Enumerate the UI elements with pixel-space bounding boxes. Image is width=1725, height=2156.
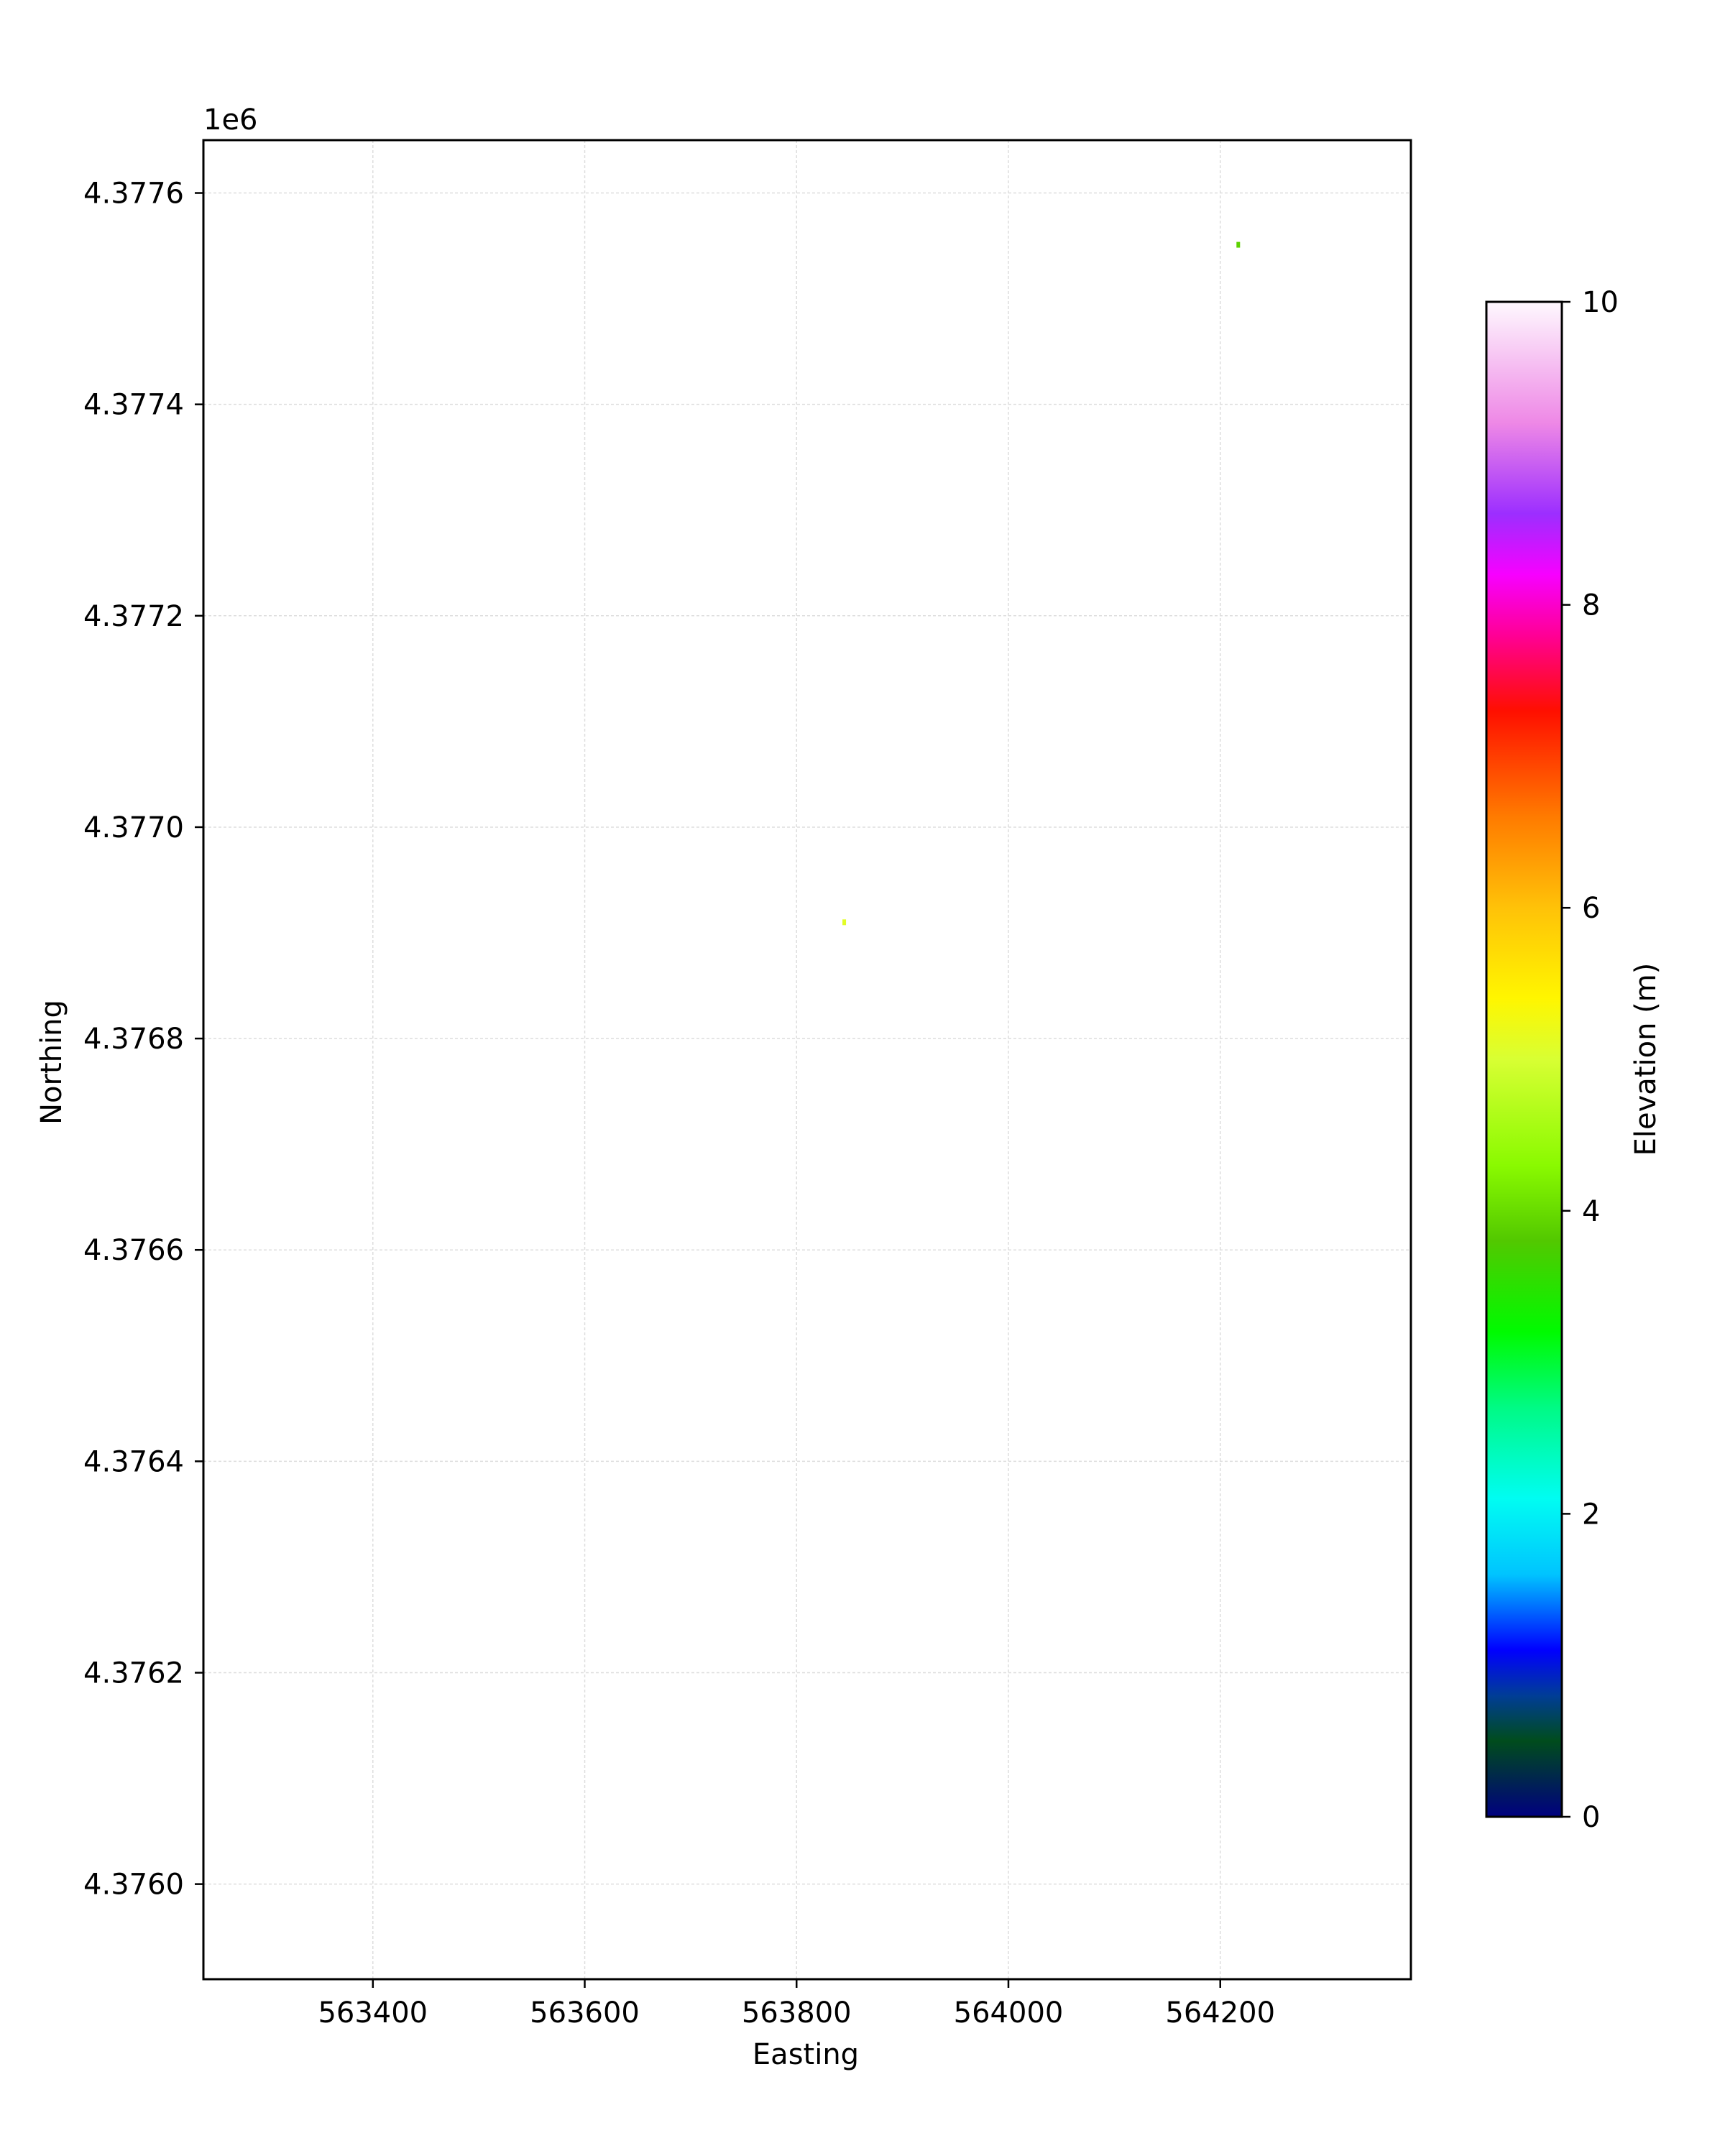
x-tick-label: 563800 [742, 1996, 852, 2030]
y-tick-label: 4.3762 [83, 1657, 184, 1690]
colorbar-tick-label: 8 [1582, 589, 1600, 622]
y-axis-label: Northing [35, 1000, 68, 1125]
colorbar-tick-label: 4 [1582, 1195, 1600, 1228]
y-tick-label: 4.3770 [83, 811, 184, 844]
colorbar-tick-label: 2 [1582, 1498, 1600, 1531]
y-tick-label: 4.3760 [83, 1869, 184, 1902]
x-tick-label: 564000 [954, 1996, 1064, 2030]
y-tick-label: 4.3772 [83, 600, 184, 633]
x-axis-ticks: 563400 563600 563800 564000 564200 [318, 1979, 1275, 2030]
colorbar-ticks: 0 2 4 6 8 10 [1562, 286, 1619, 1834]
y-tick-label: 4.3766 [83, 1234, 184, 1267]
y-tick-label: 4.3774 [83, 389, 184, 422]
y-axis-ticks: 4.3760 4.3762 4.3764 4.3766 4.3768 4.3770 4.37… [83, 178, 203, 1902]
y-tick-label: 4.3764 [83, 1445, 184, 1478]
colorbar-frame [1485, 300, 1563, 1818]
y-offset-text: 1e6 [203, 103, 258, 137]
x-tick-label: 563400 [318, 1996, 428, 2030]
data-points [842, 241, 1241, 926]
colorbar-tick-label: 6 [1582, 892, 1600, 925]
plot-frame [202, 139, 1412, 1981]
elevation-cell [842, 919, 847, 926]
x-axis-label: Easting [753, 2038, 859, 2071]
colorbar-label: Elevation (m) [1629, 963, 1662, 1156]
colorbar-tick-label: 10 [1582, 286, 1619, 319]
colorbar [1486, 302, 1562, 1817]
x-tick-label: 564200 [1165, 1996, 1275, 2030]
x-tick-label: 563600 [530, 1996, 640, 2030]
y-tick-label: 4.3768 [83, 1023, 184, 1056]
colorbar-tick-label: 0 [1582, 1801, 1600, 1834]
elevation-cell [1236, 241, 1241, 248]
grid-lines [203, 140, 1411, 1979]
y-tick-label: 4.3776 [83, 178, 184, 211]
